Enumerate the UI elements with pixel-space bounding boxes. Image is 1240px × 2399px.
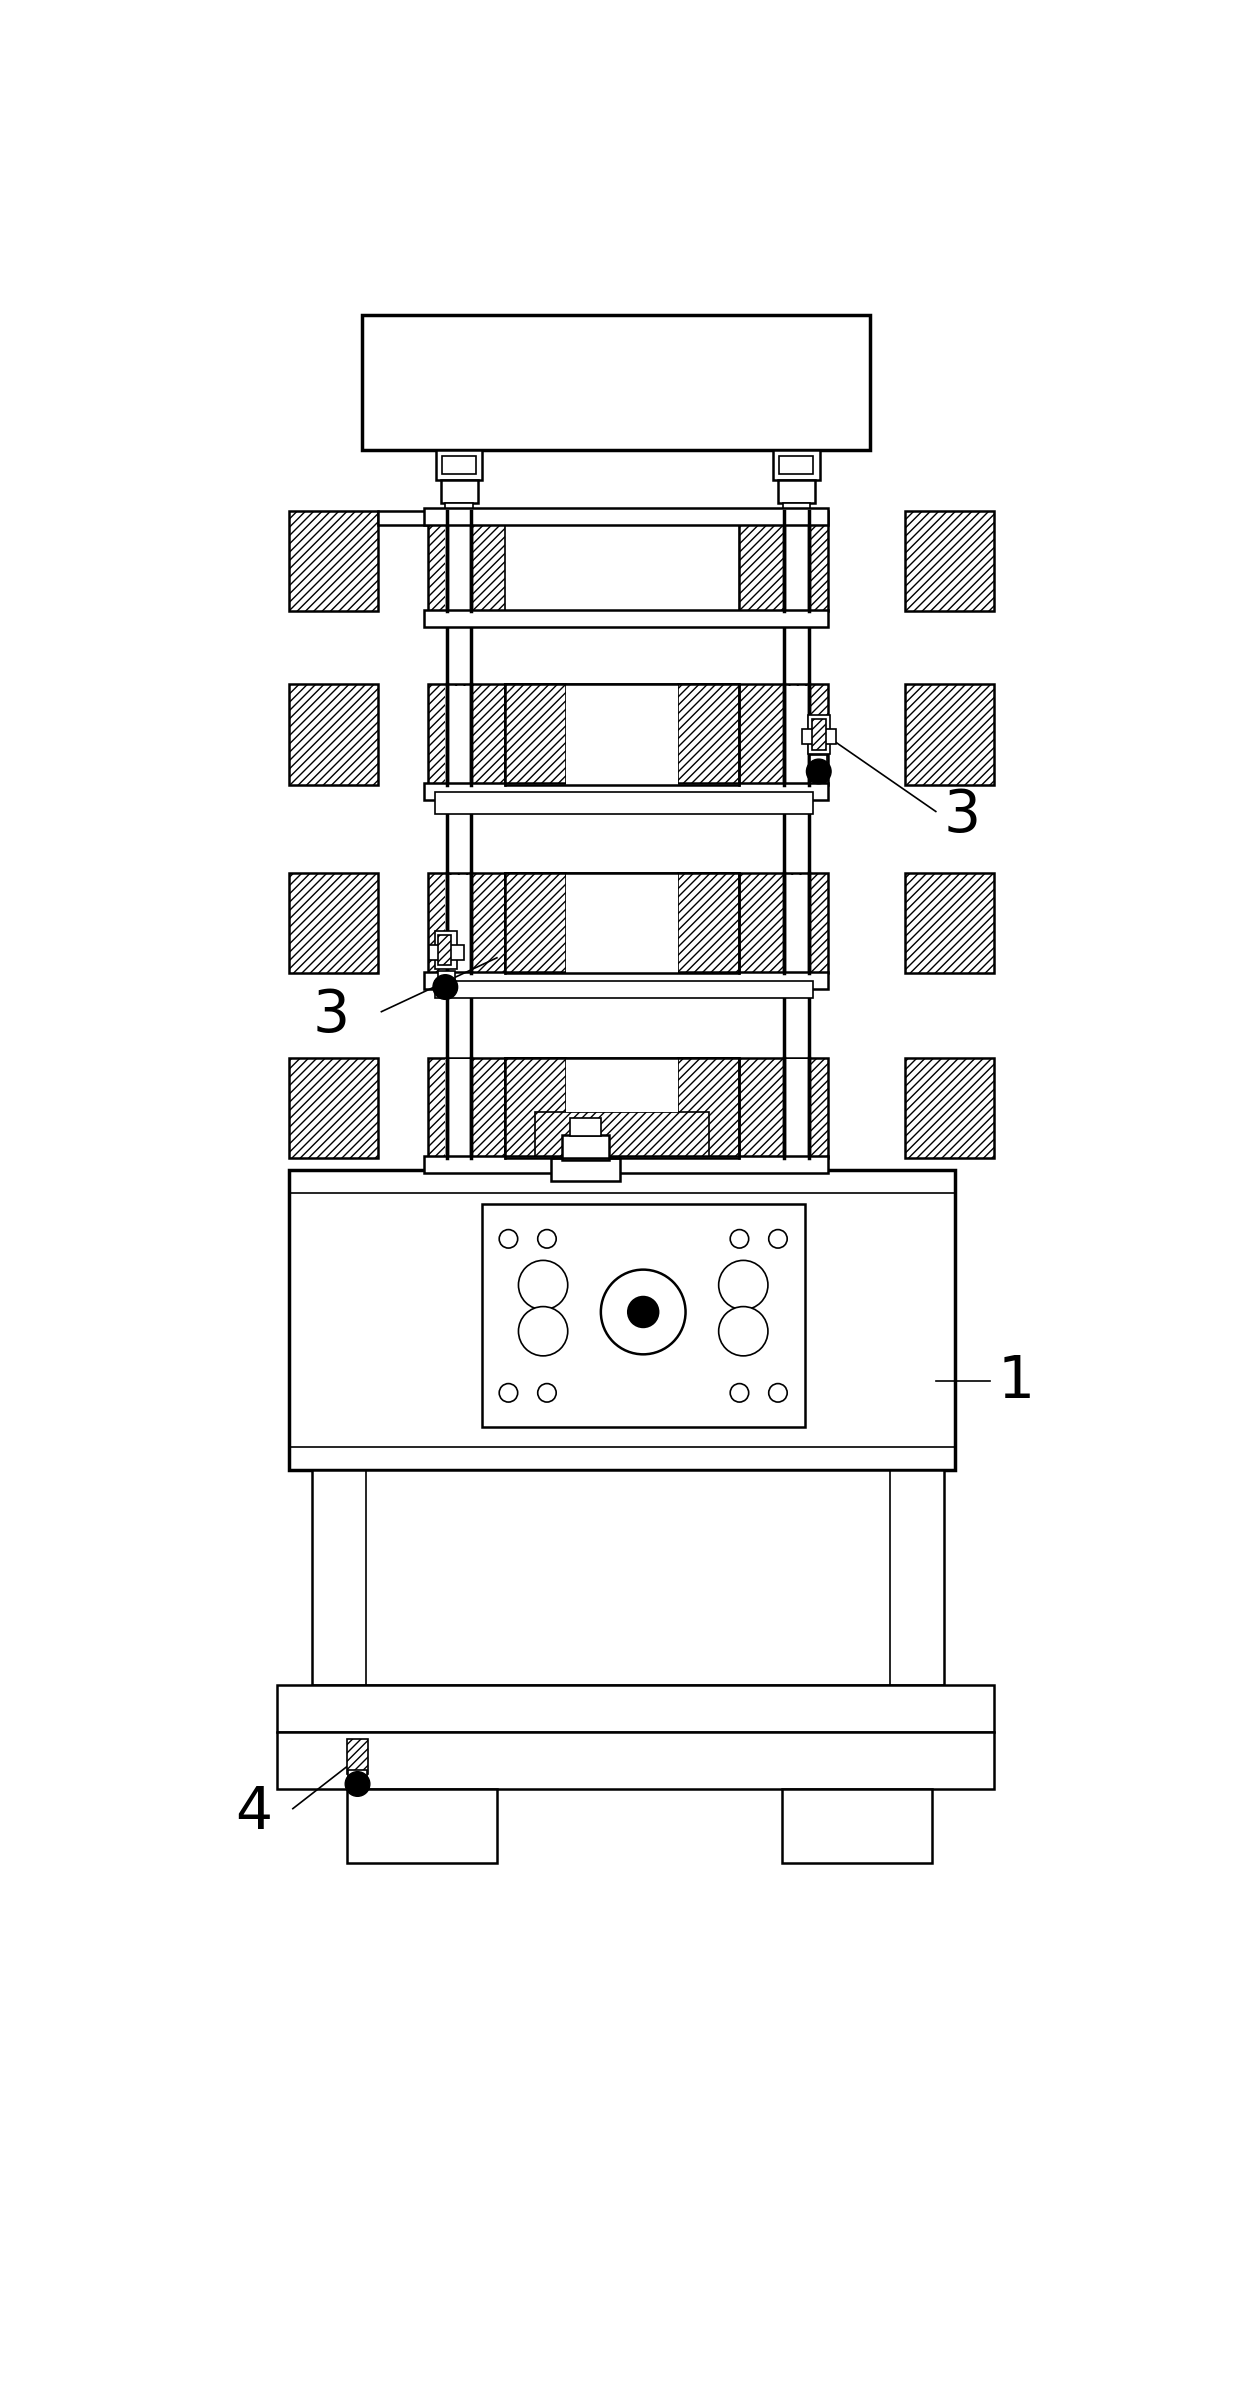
Bar bbox=[739, 1058, 828, 1159]
Bar bbox=[774, 449, 820, 480]
Bar bbox=[782, 1060, 810, 1156]
Circle shape bbox=[500, 1231, 517, 1247]
Circle shape bbox=[730, 1384, 749, 1401]
Bar bbox=[435, 931, 456, 969]
Bar bbox=[424, 509, 828, 525]
Bar bbox=[429, 945, 464, 960]
Bar bbox=[428, 511, 516, 612]
Text: 1: 1 bbox=[997, 1353, 1034, 1411]
Bar bbox=[438, 972, 455, 984]
Bar bbox=[347, 1790, 497, 1862]
Bar bbox=[567, 873, 678, 974]
Bar bbox=[445, 1060, 472, 1156]
Bar bbox=[781, 1790, 932, 1862]
Bar bbox=[536, 1111, 708, 1159]
Bar bbox=[505, 873, 739, 974]
Bar bbox=[782, 504, 810, 516]
Bar bbox=[563, 1135, 609, 1159]
Bar bbox=[445, 876, 472, 972]
Bar bbox=[551, 1159, 620, 1180]
Bar bbox=[505, 684, 567, 784]
Circle shape bbox=[518, 1259, 568, 1310]
Bar bbox=[905, 1058, 993, 1159]
Bar bbox=[505, 1058, 739, 1159]
Bar bbox=[678, 873, 739, 974]
Text: 3: 3 bbox=[312, 986, 350, 1044]
Bar bbox=[445, 686, 472, 782]
Bar bbox=[424, 972, 828, 988]
Bar bbox=[481, 1204, 805, 1427]
Bar bbox=[424, 1156, 828, 1173]
Bar bbox=[377, 511, 428, 525]
Bar bbox=[436, 449, 482, 480]
Bar bbox=[905, 684, 993, 784]
Bar bbox=[435, 981, 812, 998]
Bar bbox=[782, 876, 810, 972]
Bar bbox=[802, 729, 837, 744]
Bar bbox=[739, 684, 828, 784]
Bar bbox=[435, 792, 812, 813]
Circle shape bbox=[730, 1231, 749, 1247]
Circle shape bbox=[769, 1384, 787, 1401]
Bar bbox=[777, 480, 815, 504]
Circle shape bbox=[500, 1384, 517, 1401]
Bar bbox=[443, 456, 476, 475]
Bar bbox=[505, 1058, 567, 1159]
Bar bbox=[570, 1118, 601, 1137]
Bar bbox=[445, 513, 472, 609]
Bar bbox=[438, 936, 451, 964]
Bar bbox=[289, 1058, 377, 1159]
Bar bbox=[424, 609, 828, 626]
Circle shape bbox=[538, 1384, 557, 1401]
Bar bbox=[428, 873, 516, 974]
Bar bbox=[347, 1739, 368, 1773]
Bar bbox=[905, 873, 993, 974]
Bar bbox=[505, 511, 739, 612]
Bar bbox=[289, 684, 377, 784]
Bar bbox=[678, 1058, 739, 1159]
Bar bbox=[810, 756, 827, 770]
Circle shape bbox=[518, 1307, 568, 1355]
Bar bbox=[278, 1686, 993, 1732]
Bar bbox=[362, 314, 870, 449]
Circle shape bbox=[601, 1269, 686, 1355]
Bar bbox=[505, 684, 739, 784]
Bar bbox=[678, 684, 739, 784]
Circle shape bbox=[719, 1259, 768, 1310]
Bar bbox=[440, 480, 477, 504]
Circle shape bbox=[719, 1307, 768, 1355]
Bar bbox=[278, 1732, 993, 1790]
Text: 3: 3 bbox=[944, 787, 981, 844]
Bar bbox=[289, 511, 377, 612]
Bar bbox=[428, 684, 516, 784]
Bar bbox=[780, 456, 813, 475]
Circle shape bbox=[433, 974, 458, 1000]
Circle shape bbox=[806, 758, 831, 784]
Bar bbox=[567, 1058, 678, 1111]
Bar bbox=[782, 513, 810, 609]
Bar bbox=[312, 1471, 944, 1686]
Bar bbox=[739, 873, 828, 974]
Text: 4: 4 bbox=[236, 1785, 273, 1840]
Bar bbox=[424, 782, 828, 799]
Bar bbox=[782, 686, 810, 782]
Bar bbox=[739, 511, 828, 612]
Bar bbox=[505, 873, 567, 974]
Bar bbox=[808, 715, 830, 753]
Circle shape bbox=[769, 1231, 787, 1247]
Bar bbox=[348, 1770, 367, 1785]
Circle shape bbox=[627, 1295, 658, 1327]
Bar bbox=[289, 1171, 955, 1471]
Bar bbox=[905, 511, 993, 612]
Bar bbox=[812, 720, 826, 751]
Bar bbox=[289, 873, 377, 974]
Circle shape bbox=[538, 1231, 557, 1247]
Bar bbox=[445, 504, 472, 516]
Bar bbox=[567, 684, 678, 784]
Circle shape bbox=[345, 1773, 370, 1797]
Bar bbox=[428, 1058, 516, 1159]
